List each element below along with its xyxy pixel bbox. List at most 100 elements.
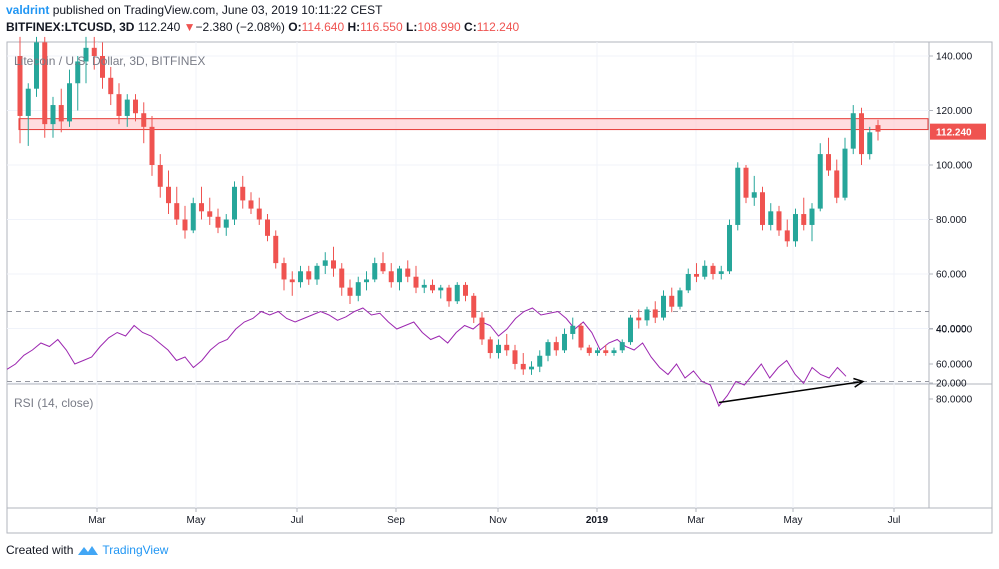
candle-body — [586, 347, 592, 354]
candle-body — [174, 203, 180, 220]
price-tick-label: 140.000 — [936, 52, 973, 63]
candle-body — [265, 219, 270, 236]
candle — [17, 36, 23, 144]
rsi-tick-label: 40.0000 — [936, 325, 973, 336]
candle-body — [438, 287, 444, 291]
candle — [281, 257, 287, 291]
candle — [339, 263, 345, 296]
candle — [438, 284, 444, 299]
candle-body — [91, 47, 97, 56]
author-name[interactable]: valdrint — [6, 3, 50, 17]
candle — [776, 205, 782, 236]
candle-body — [430, 284, 435, 291]
candle — [273, 230, 279, 269]
time-tick-label: Mar — [687, 515, 705, 526]
footer: Created with TradingView — [6, 543, 168, 557]
candle — [636, 309, 642, 329]
candle — [669, 287, 675, 313]
candle — [446, 284, 452, 307]
candle-body — [512, 350, 518, 364]
price-tick-label: 120.000 — [936, 106, 973, 117]
grid-lines — [7, 42, 929, 508]
price-axis[interactable]: 140.000 120.000 100.000 80.000 60.000 40.000 2… — [929, 52, 986, 390]
candle — [413, 265, 419, 294]
candle-body — [298, 271, 303, 283]
candle — [314, 263, 320, 285]
candle-body — [116, 94, 122, 116]
candle-body — [413, 276, 419, 288]
time-axis[interactable]: Mar May Jul Sep Nov 2019 Mar May Jul — [88, 508, 900, 526]
candle — [100, 42, 105, 89]
candle-body — [694, 274, 699, 277]
candle-body — [727, 224, 732, 272]
candle — [743, 165, 749, 204]
candle-body — [619, 342, 625, 351]
candle-body — [850, 113, 856, 149]
high-label: H: — [347, 20, 361, 34]
candle-body — [553, 342, 559, 351]
candle — [520, 353, 526, 375]
last-price: 112.240 — [137, 20, 181, 34]
candle-body — [75, 61, 81, 84]
candle — [215, 208, 221, 234]
candle-body — [595, 350, 600, 354]
tradingview-brand[interactable]: TradingView — [102, 543, 169, 557]
candle-body — [207, 211, 213, 217]
candle-body — [685, 274, 691, 291]
candle — [718, 265, 724, 280]
candle-body — [34, 42, 39, 89]
candle-body — [784, 230, 790, 242]
candle-body — [496, 344, 501, 354]
candle-body — [256, 208, 262, 220]
candle — [562, 328, 567, 354]
price-change: −2.380 (−2.08%) — [195, 20, 285, 34]
candle — [809, 203, 815, 242]
candle — [751, 175, 757, 206]
candle — [190, 197, 196, 234]
chart-header: valdrint published on TradingView.com, J… — [6, 2, 986, 36]
candle — [677, 287, 683, 310]
candle-body — [232, 186, 237, 220]
candle — [430, 279, 435, 294]
candle — [529, 361, 534, 375]
candle-body — [347, 287, 353, 296]
candle — [875, 119, 881, 141]
resistance-zone — [18, 118, 929, 131]
candle — [817, 143, 823, 212]
candle-body — [859, 113, 864, 155]
candle-body — [603, 350, 609, 354]
candle-body — [809, 208, 815, 225]
price-tick-label: 100.000 — [936, 161, 973, 172]
candle — [760, 186, 765, 231]
divergence-arrow-line — [718, 380, 864, 404]
publish-line: valdrint published on TradingView.com, J… — [6, 2, 986, 19]
candle — [223, 214, 229, 236]
rsi-axis: 80.0000 60.0000 40.0000 — [929, 325, 973, 406]
candle-body — [240, 186, 246, 201]
price-tick-label: 40.000 — [936, 324, 967, 335]
candle — [603, 344, 609, 356]
arrow-head-icon — [853, 377, 865, 388]
candle-body — [190, 203, 196, 231]
candle-body — [817, 154, 823, 209]
candle — [388, 263, 394, 288]
time-tick-label: 2019 — [586, 515, 609, 526]
candle-body — [718, 271, 724, 274]
candle-body — [133, 99, 138, 114]
candle-body — [281, 263, 287, 280]
low-label: L: — [405, 20, 418, 34]
candle — [628, 314, 633, 345]
candle-body — [793, 214, 798, 242]
candle-body — [289, 279, 295, 283]
candle-body — [520, 363, 526, 370]
candle — [859, 107, 864, 165]
candle — [644, 306, 650, 326]
candle-body — [537, 355, 543, 367]
candle — [322, 252, 328, 274]
candle — [570, 317, 576, 340]
rsi-line — [6, 307, 847, 407]
time-tick-label: Nov — [489, 515, 507, 526]
candle — [58, 88, 64, 133]
low-value: 108.990 — [417, 20, 461, 34]
